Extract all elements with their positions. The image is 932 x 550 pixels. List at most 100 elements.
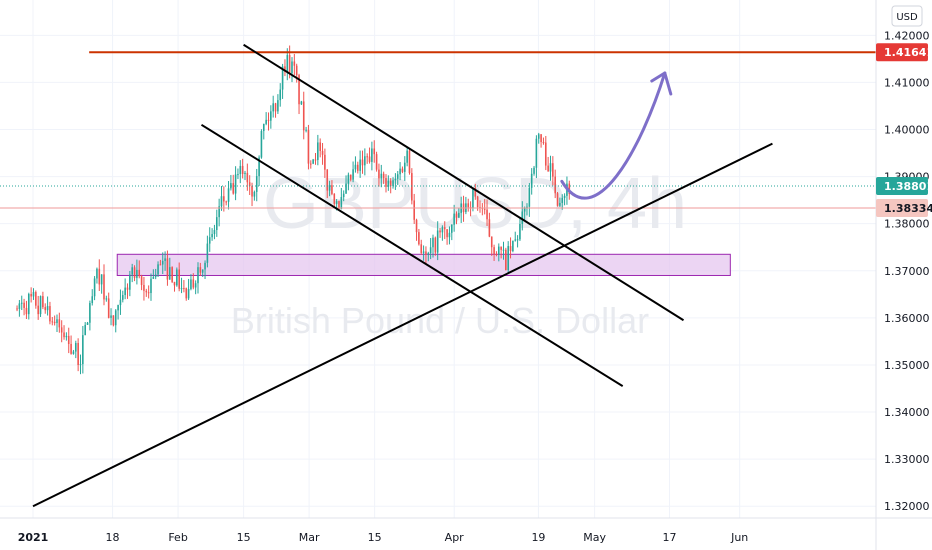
projection-curve[interactable] (560, 71, 667, 200)
candle-body (239, 165, 242, 175)
candle-body (342, 193, 345, 198)
candle-body (420, 244, 423, 253)
x-tick-label: 19 (531, 531, 545, 544)
candle-body (159, 264, 162, 266)
candle-body (114, 310, 117, 326)
candle-body (288, 55, 291, 74)
time-axis[interactable]: 2021 18 Feb 15 Mar 15 Apr 19 May 17 Jun (0, 517, 932, 544)
candle-body (197, 267, 199, 284)
candle-body (42, 296, 44, 308)
candle-body (312, 159, 314, 164)
candle-body (16, 308, 18, 310)
candle-body (93, 278, 96, 297)
candle-body (112, 315, 115, 326)
candle-body (30, 293, 32, 297)
candle-body (512, 240, 514, 252)
candle-body (53, 321, 56, 324)
candle-body (361, 159, 364, 166)
x-tick-label: May (583, 531, 606, 544)
candle-body (411, 173, 413, 201)
candle-body (265, 119, 267, 124)
candle-body (500, 246, 502, 250)
candle-body (161, 260, 164, 265)
candle-body (190, 279, 192, 290)
candle-body (199, 267, 202, 273)
candle-body (20, 302, 23, 304)
candle-body (232, 183, 235, 194)
trendline[interactable] (200, 123, 624, 387)
candle-body (100, 274, 103, 285)
candle-body (96, 268, 98, 279)
candle-body (154, 274, 157, 278)
candle-body (533, 167, 535, 174)
candle-body (39, 296, 42, 315)
candle-body (117, 305, 119, 311)
x-tick-label: 17 (662, 531, 676, 544)
candle-body (497, 246, 500, 255)
y-tick-label: 1.33000 (884, 453, 930, 466)
candle-body (371, 148, 373, 162)
candle-body (389, 180, 392, 187)
candle-body (413, 200, 415, 220)
candle-body (164, 258, 166, 261)
candle-body (382, 173, 385, 179)
candle-body (286, 55, 289, 72)
candle-body (490, 236, 493, 248)
candle-body (105, 298, 108, 300)
candle-body (448, 232, 451, 238)
x-tick-label: 15 (368, 531, 382, 544)
candle-body (326, 169, 329, 191)
candle-body (152, 277, 155, 279)
candle-body (215, 217, 218, 230)
candle-body (418, 232, 420, 245)
candle-body (51, 321, 54, 323)
candle-body (277, 100, 279, 112)
candle-body (450, 224, 453, 233)
candle-body (333, 193, 336, 204)
candle-body (27, 293, 30, 315)
candle-body (291, 61, 293, 74)
candle-body (474, 188, 477, 197)
candle-body (204, 262, 206, 270)
candle-body (138, 269, 141, 277)
candle-body (559, 202, 561, 206)
watermarks: GBPUSD, 4h British Pound / U.S. Dollar (231, 164, 687, 341)
candle-body (58, 319, 61, 328)
y-tick-label: 1.38000 (884, 218, 930, 231)
candle-body (307, 129, 310, 164)
candle-body (65, 335, 68, 338)
candle-body (18, 303, 21, 309)
trendline[interactable] (243, 43, 685, 322)
candle-body (260, 131, 263, 158)
candle-body (495, 254, 498, 256)
candle-body (253, 191, 256, 197)
x-tick-label: 2021 (18, 531, 49, 544)
candle-body (23, 302, 25, 308)
candle-body (234, 174, 237, 194)
candle-body (305, 129, 307, 131)
price-level-lines (0, 51, 876, 209)
candle-body (63, 332, 65, 338)
candle-body (408, 150, 411, 174)
candle-body (502, 249, 505, 251)
candle-body (373, 148, 376, 155)
currency-label: USD (896, 12, 918, 23)
x-tick-label: Apr (445, 531, 465, 544)
price-tag-label: 1.38334 (884, 202, 932, 215)
candle-body (380, 173, 383, 179)
trendline[interactable] (32, 142, 773, 508)
candle-body (267, 119, 270, 121)
candle-body (82, 335, 84, 365)
price-axis[interactable]: 1.420001.410001.400001.390001.380001.370… (875, 0, 930, 550)
candle-body (244, 172, 246, 174)
candle-body (434, 237, 437, 253)
candle-body (523, 208, 526, 212)
candle-body (509, 246, 512, 252)
currency-box[interactable] (891, 5, 923, 27)
candle-body (354, 164, 357, 170)
candle-body (147, 292, 150, 294)
x-tick-label: Feb (168, 531, 187, 544)
candle-body (192, 279, 195, 288)
currency-selector[interactable]: USD (891, 5, 923, 27)
